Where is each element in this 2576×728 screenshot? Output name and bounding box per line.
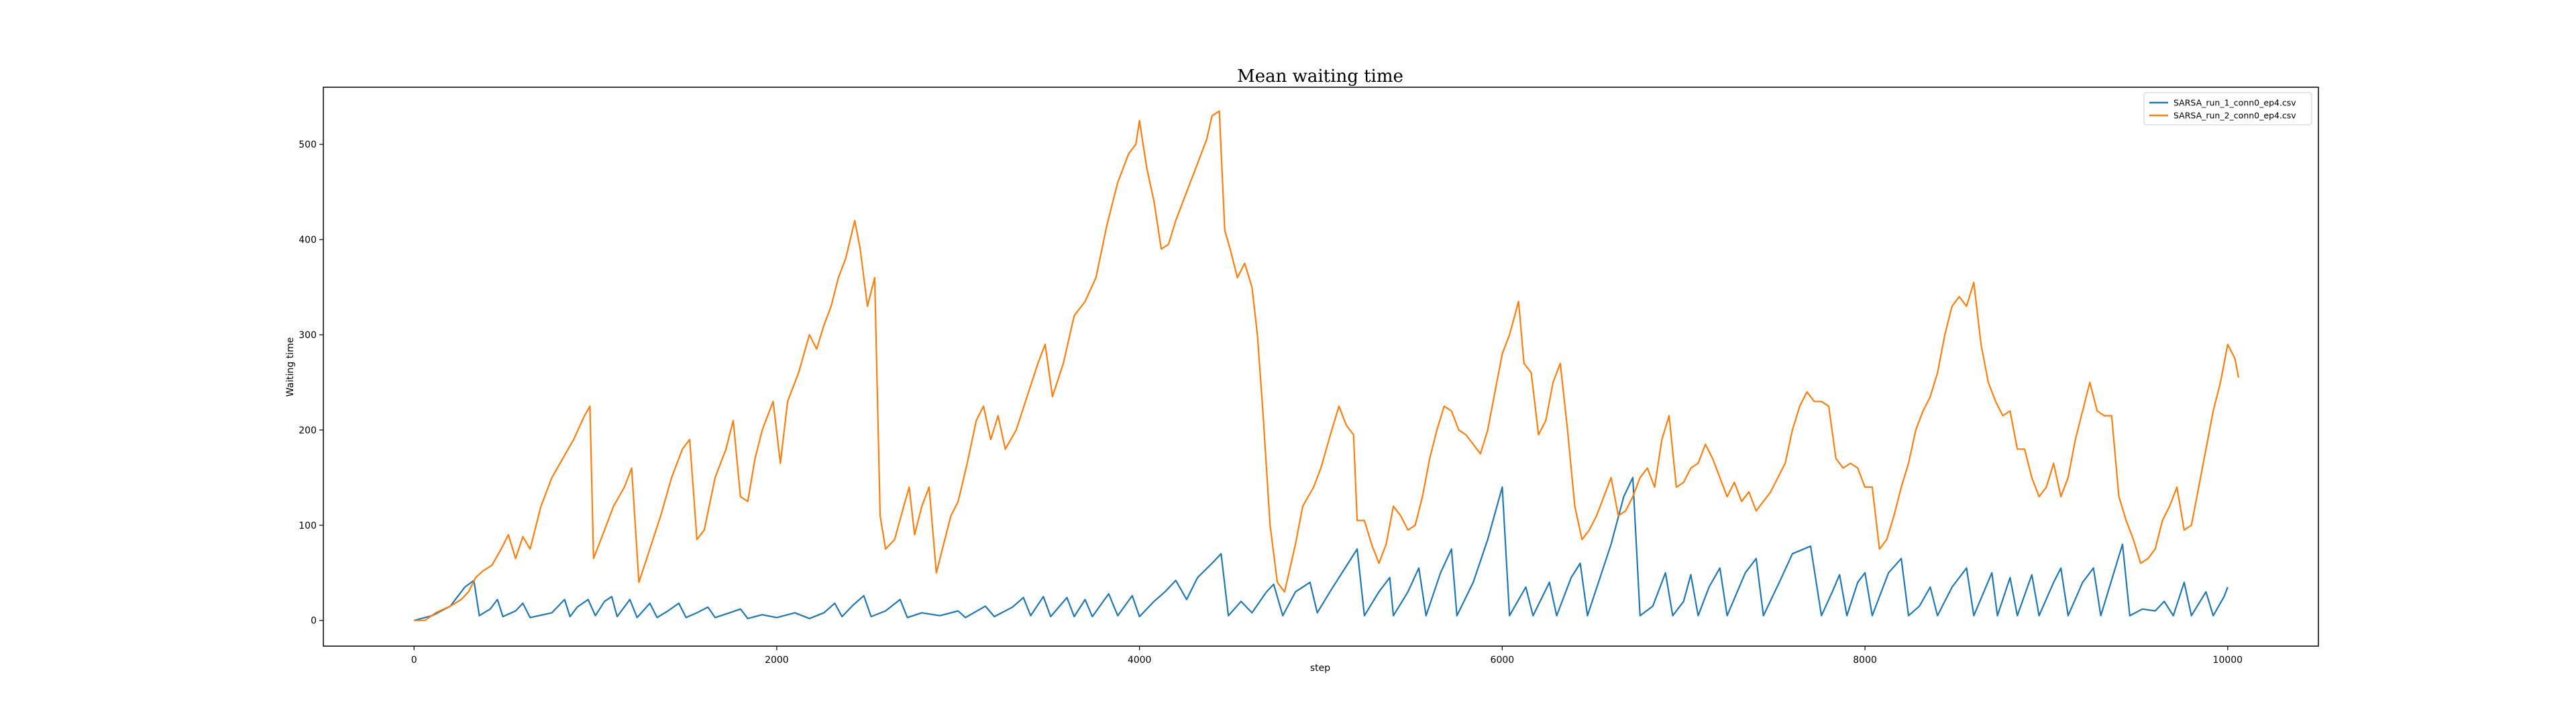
x-tick-label: 10000 <box>2213 655 2243 666</box>
y-axis-label: Waiting time <box>285 337 296 397</box>
y-tick-label: 100 <box>299 521 317 531</box>
plot-area <box>413 110 2240 621</box>
x-tick-label: 6000 <box>1491 655 1515 666</box>
legend: SARSA_run_1_conn0_ep4.csv SARSA_run_2_con… <box>2143 92 2312 125</box>
x-tick-label: 2000 <box>765 655 789 666</box>
legend-label: SARSA_run_2_conn0_ep4.csv <box>2174 111 2296 121</box>
y-tick-label: 0 <box>311 616 317 627</box>
chart-title: Mean waiting time <box>1237 66 1403 87</box>
plot-frame <box>323 87 2319 647</box>
series-line-1 <box>413 476 2229 621</box>
x-tick-label: 0 <box>411 655 417 666</box>
series-line-2 <box>414 110 2240 621</box>
x-tick-label: 4000 <box>1128 655 1152 666</box>
axes: 0 2000 4000 6000 8000 10000 0 100 200 300 400 500 <box>299 87 2319 666</box>
y-tick-label: 200 <box>299 425 317 436</box>
legend-label: SARSA_run_1_conn0_ep4.csv <box>2174 98 2296 108</box>
y-tick-label: 400 <box>299 235 317 246</box>
y-tick-label: 300 <box>299 330 317 341</box>
x-axis-label: step <box>1310 663 1330 674</box>
y-tick-label: 500 <box>299 140 317 150</box>
legend-box <box>2143 92 2312 125</box>
x-tick-label: 8000 <box>1853 655 1877 666</box>
